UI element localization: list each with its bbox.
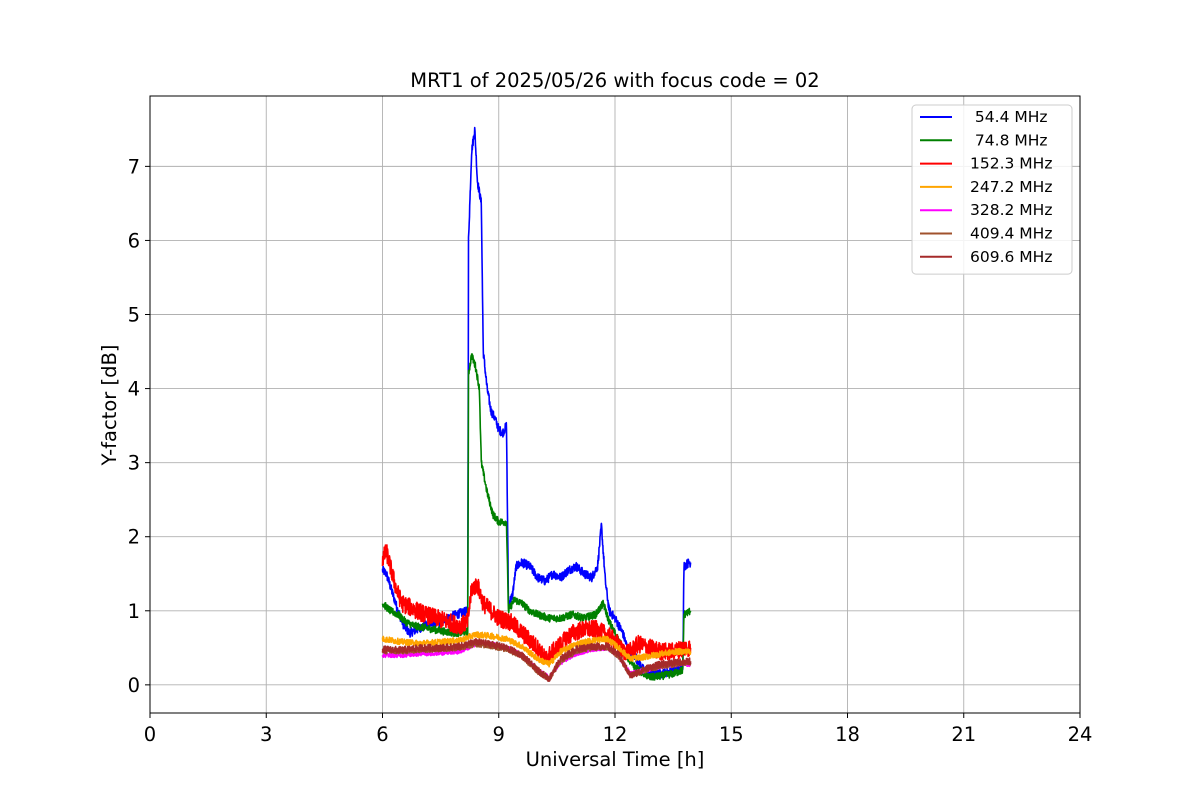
y-tick-label: 2 [128,526,140,549]
series-group [381,126,692,682]
x-tick-label: 0 [144,723,156,746]
legend-label: 409.4 MHz [970,225,1052,243]
y-tick-label: 4 [128,378,140,401]
x-tick-label: 21 [951,723,976,746]
series-line-3 [381,631,692,668]
x-tick-label: 15 [719,723,744,746]
y-axis-label: Y-factor [dB] [98,345,121,467]
legend-box [911,104,1073,275]
legend: 54.4 MHz 74.8 MHz 152.3 MHz 247.2 MHz 328.2… [911,104,1073,275]
x-tick-label: 3 [260,723,272,746]
chart-title: MRT1 of 2025/05/26 with focus code = 02 [410,69,819,92]
legend-label: 328.2 MHz [970,201,1052,219]
series-line-2 [381,544,692,666]
x-tick-label: 12 [603,723,628,746]
y-tick-label: 6 [128,229,140,252]
y-tick-label: 1 [128,600,140,623]
x-axis-label: Universal Time [h] [526,748,705,771]
y-tick-label: 3 [128,452,140,475]
y-tick-label: 5 [128,304,140,327]
legend-label: 74.8 MHz [970,131,1048,149]
x-tick-label: 9 [493,723,505,746]
legend-label: 247.2 MHz [970,178,1052,196]
x-tick-label: 6 [376,723,388,746]
x-tick-label: 18 [835,723,860,746]
series-line-6 [381,638,692,682]
x-tick-label: 24 [1068,723,1093,746]
legend-label: 54.4 MHz [970,108,1048,126]
y-tick-label: 0 [128,674,140,697]
legend-label: 152.3 MHz [970,155,1052,173]
series-line-1 [381,353,692,681]
legend-label: 609.6 MHz [970,248,1052,266]
y-tick-label: 7 [128,155,140,178]
